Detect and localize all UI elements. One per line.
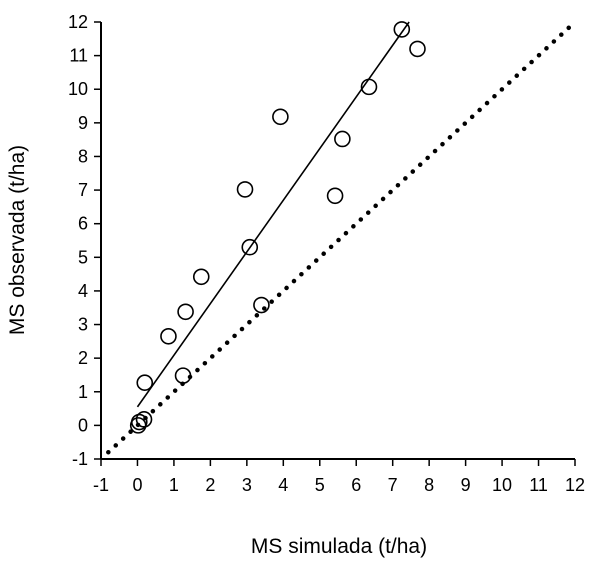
data-point [360, 78, 378, 96]
y-tick-label: 0 [78, 415, 88, 435]
x-tick-label: 2 [205, 475, 215, 495]
data-point [326, 187, 344, 205]
x-tick-label: -1 [93, 475, 109, 495]
x-tick-label: 9 [461, 475, 471, 495]
data-point [174, 367, 192, 384]
x-tick-label: 3 [242, 475, 252, 495]
x-tick-label: 0 [132, 475, 142, 495]
x-tick-label: 8 [424, 475, 434, 495]
x-tick-label: 5 [315, 475, 325, 495]
data-point [409, 40, 426, 58]
y-tick-label: 3 [78, 315, 88, 335]
x-tick-label: 4 [278, 475, 288, 495]
x-axis-ticks: -1 0 1 2 3 4 5 6 7 8 9 10 11 12 [93, 459, 585, 495]
x-tick-label: 7 [388, 475, 398, 495]
x-tick-label: 10 [492, 475, 512, 495]
y-tick-label: 6 [78, 214, 88, 234]
data-point [177, 303, 194, 321]
y-tick-label: 11 [69, 46, 88, 66]
y-tick-label: 10 [68, 79, 88, 99]
y-tick-label: -1 [72, 449, 88, 469]
data-points [129, 21, 426, 434]
data-point [192, 268, 210, 286]
plot-area [106, 19, 578, 455]
x-tick-label: 12 [565, 475, 585, 495]
y-tick-label: 9 [78, 113, 88, 133]
y-tick-label: 1 [78, 382, 88, 402]
regression-line [136, 21, 410, 408]
y-tick-label: 4 [78, 281, 88, 301]
x-tick-label: 6 [351, 475, 361, 495]
data-point [393, 21, 411, 38]
data-point [160, 328, 177, 345]
y-tick-label: 12 [68, 12, 88, 32]
x-axis-label: MS simulada (t/ha) [251, 535, 427, 558]
y-tick-label: 5 [78, 247, 88, 267]
y-axis-label: MS observada (t/ha) [6, 145, 29, 335]
data-point [241, 238, 259, 256]
data-point [136, 374, 154, 391]
data-point [253, 296, 270, 314]
data-point [272, 108, 289, 126]
y-tick-label: 2 [78, 348, 88, 368]
x-tick-label: 1 [169, 475, 179, 495]
x-tick-label: 11 [529, 475, 548, 495]
y-tick-label: 7 [78, 180, 88, 200]
data-point [236, 181, 254, 198]
data-point [334, 130, 351, 148]
data-point [135, 411, 153, 428]
y-tick-label: 8 [78, 146, 88, 166]
